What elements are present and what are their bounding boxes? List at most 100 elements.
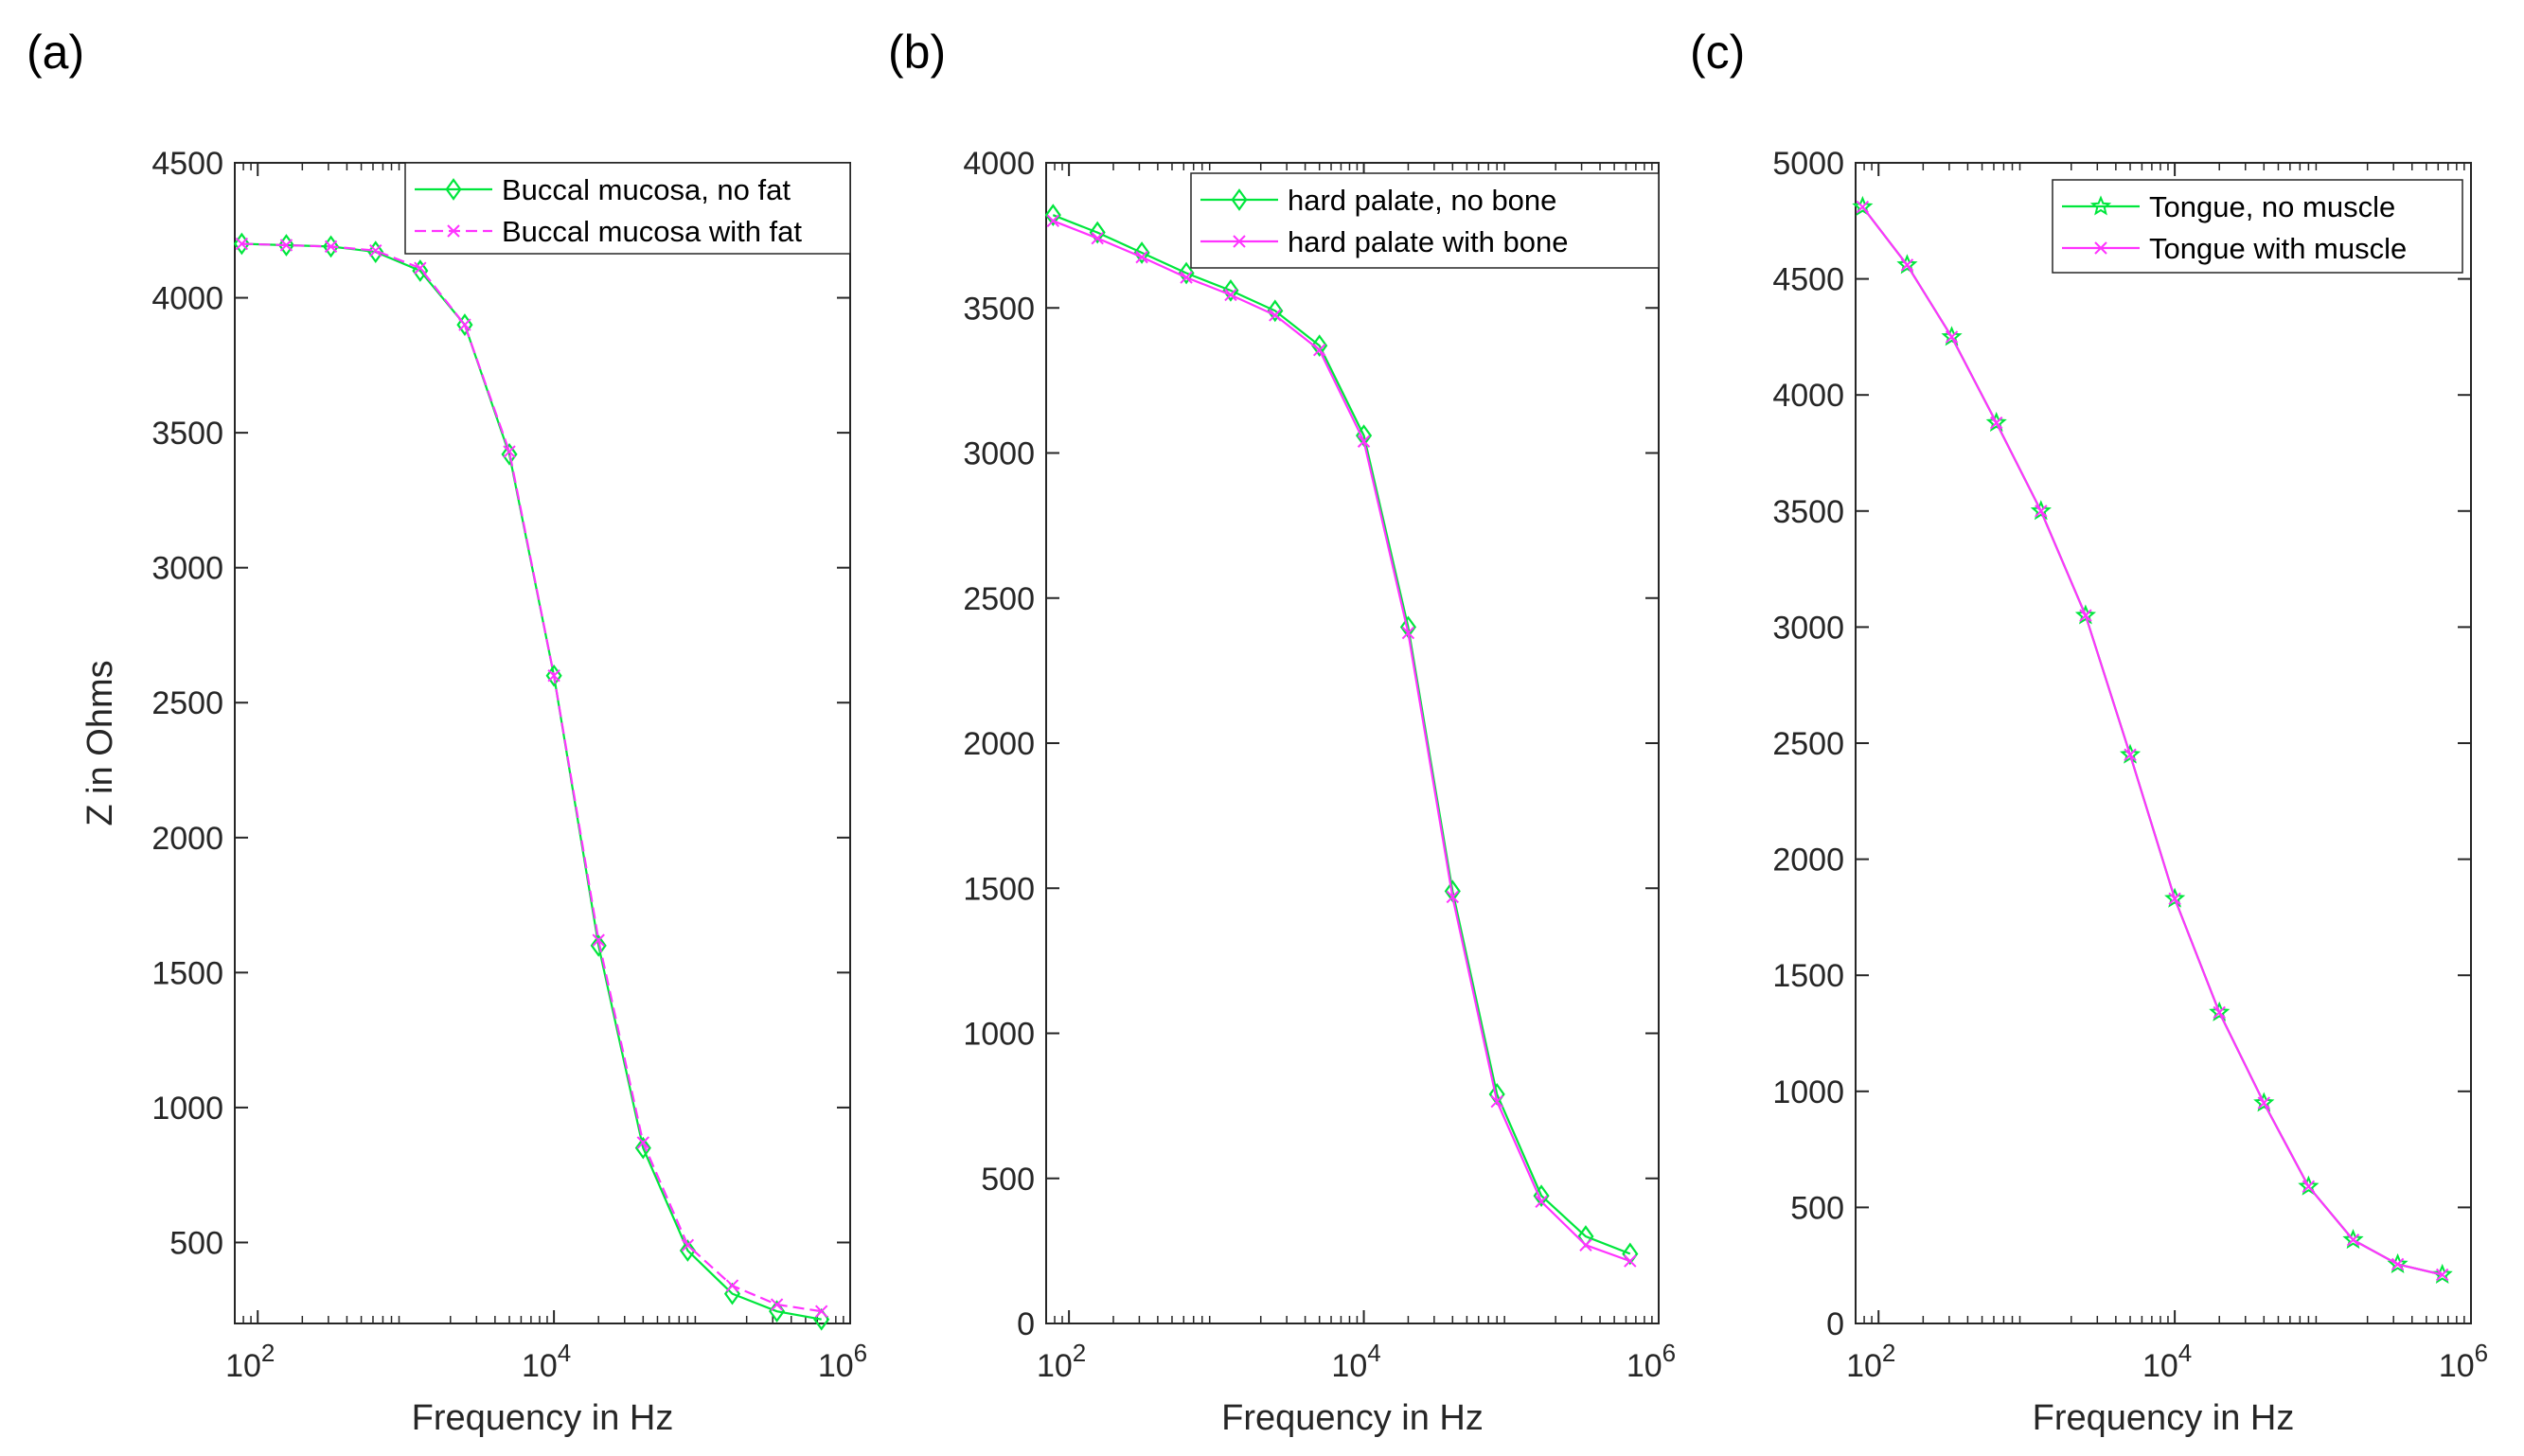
marker-x-10	[681, 1238, 695, 1252]
marker-x-2	[1135, 250, 1148, 264]
marker-star-8	[2209, 1001, 2231, 1021]
series-1	[1856, 200, 2449, 1282]
chart-0: (a) 102 104 106 500 1000 1500 2000 2500 3000 3500 4…	[27, 26, 867, 1438]
marker-x-9	[636, 1136, 650, 1149]
x-tick-label: 104	[522, 1339, 571, 1384]
y-tick-label: 2500	[963, 581, 1035, 617]
marker-x-7	[2168, 892, 2181, 905]
y-tick-label: 2500	[151, 685, 223, 721]
marker-star-10	[2298, 1175, 2320, 1196]
y-tick-label: 3000	[151, 551, 223, 587]
marker-x-3	[1180, 271, 1193, 284]
series-line-0	[241, 242, 822, 1321]
y-tick-label: 3000	[963, 436, 1035, 472]
marker-x-6	[503, 445, 516, 458]
marker-x-10	[2302, 1180, 2316, 1194]
series-line-0	[1861, 205, 2443, 1276]
x-tick-label: 106	[1626, 1339, 1676, 1384]
marker-x-11	[1535, 1195, 1548, 1208]
series-1	[1046, 214, 1637, 1268]
marker-star-legend-0	[2089, 195, 2112, 216]
marker-x-7	[1357, 435, 1371, 448]
marker-x-1	[279, 239, 293, 252]
marker-x-6	[2124, 748, 2137, 761]
marker-x-11	[725, 1279, 739, 1292]
marker-x-0	[1856, 200, 1870, 214]
marker-diamond-13	[1622, 1242, 1639, 1266]
marker-x-1	[1091, 231, 1104, 245]
legend-label-1: Tongue with muscle	[2149, 232, 2407, 265]
panel-label: (c)	[1690, 26, 1745, 79]
marker-x-5	[458, 318, 471, 331]
y-tick-label: 2000	[1772, 843, 1844, 879]
marker-x-8	[592, 933, 605, 947]
x-tick-label: 106	[2439, 1339, 2488, 1384]
marker-diamond-7	[545, 664, 562, 687]
legend-label-0: hard palate, no bone	[1288, 184, 1556, 217]
x-tick-label: 104	[2142, 1339, 2192, 1384]
y-tick-label: 1500	[151, 955, 223, 991]
y-tick-label: 5000	[1772, 146, 1844, 182]
y-tick-label: 2000	[963, 726, 1035, 762]
y-tick-label: 4000	[1772, 378, 1844, 414]
marker-x-0	[235, 237, 249, 251]
legend-label-0: Buccal mucosa, no fat	[502, 173, 791, 206]
x-tick-label: 106	[818, 1339, 867, 1384]
marker-x-4	[2035, 505, 2048, 518]
y-tick-label: 4500	[1772, 262, 1844, 298]
marker-diamond-0	[233, 232, 250, 256]
marker-x-5	[1269, 309, 1282, 322]
y-tick-label: 1500	[1772, 958, 1844, 994]
legend-box	[404, 162, 851, 255]
series-0	[1852, 195, 2453, 1284]
marker-x-13	[814, 1305, 828, 1318]
marker-x-9	[2257, 1096, 2271, 1110]
marker-x-13	[1624, 1254, 1637, 1268]
chart-1: (b) 102 104 106 0 500 1000 1500 2000 2500 3000 3500…	[888, 26, 1676, 1438]
marker-x-12	[770, 1298, 784, 1311]
marker-star-5	[2074, 604, 2097, 625]
y-tick-label: 4000	[963, 146, 1035, 182]
marker-diamond-8	[590, 933, 607, 957]
marker-diamond-3	[367, 240, 384, 263]
y-tick-label: 2500	[1772, 726, 1844, 762]
marker-diamond-4	[412, 259, 429, 282]
marker-diamond-6	[501, 443, 518, 466]
marker-star-0	[1852, 195, 1874, 217]
y-tick-label: 500	[169, 1225, 223, 1261]
axes-box	[1045, 162, 1660, 1324]
series-line-0	[1052, 214, 1631, 1255]
legend: hard palate, no bone hard palate with bon…	[1190, 172, 1660, 269]
series-line-1	[241, 242, 822, 1313]
marker-x-0	[1046, 214, 1060, 228]
x-tick-label: 102	[1846, 1339, 1895, 1384]
axes-box	[234, 162, 851, 1324]
marker-x-3	[1990, 416, 2003, 430]
marker-x-4	[1224, 288, 1237, 302]
y-tick-label: 1000	[963, 1017, 1035, 1053]
marker-diamond-10	[679, 1239, 696, 1262]
marker-star-2	[1941, 326, 1963, 346]
marker-x-12	[1579, 1238, 1592, 1252]
series-0	[1044, 204, 1639, 1266]
marker-diamond-1	[277, 234, 295, 257]
marker-diamond-3	[1178, 261, 1195, 285]
x-tick-label: 102	[225, 1339, 275, 1384]
x-axis-label: Frequency in Hz	[1221, 1398, 1484, 1438]
marker-star-11	[2342, 1229, 2364, 1250]
marker-x-2	[1945, 330, 1959, 344]
marker-x-2	[324, 240, 338, 254]
marker-diamond-2	[322, 235, 340, 258]
marker-diamond-6	[1311, 334, 1328, 357]
panel-label: (b)	[888, 26, 946, 79]
marker-star-13	[2431, 1263, 2453, 1284]
y-tick-label: 1000	[151, 1091, 223, 1127]
x-axis-label: Frequency in Hz	[412, 1398, 674, 1438]
y-tick-label: 4000	[151, 281, 223, 317]
legend-label-0: Tongue, no muscle	[2149, 190, 2395, 223]
series-0	[233, 232, 830, 1331]
marker-x-5	[2079, 609, 2092, 622]
x-tick-label: 104	[1331, 1339, 1380, 1384]
marker-x-legend-1	[1233, 235, 1246, 248]
